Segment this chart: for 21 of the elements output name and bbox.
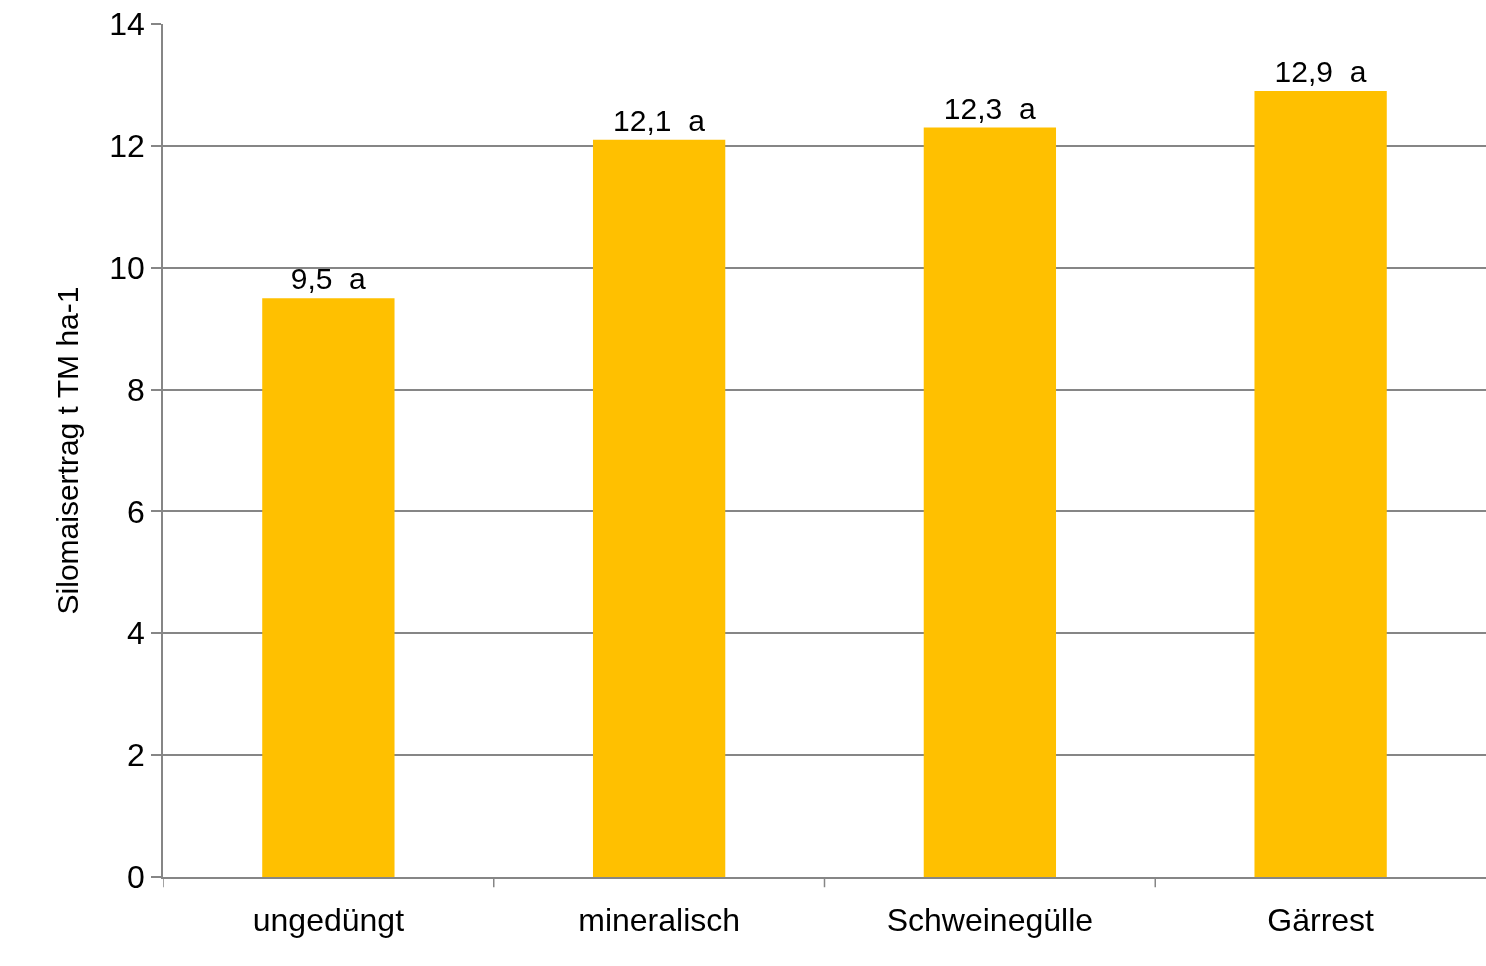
data-label: 12,1 a: [613, 103, 706, 137]
data-label: 12,3 a: [943, 91, 1036, 125]
y-tick-label: 6: [127, 493, 145, 530]
bar: [262, 298, 395, 877]
x-tick-label: ungedüngt: [252, 902, 405, 939]
bar: [923, 127, 1057, 877]
bar: [1254, 91, 1387, 877]
y-tick-label: 8: [127, 371, 145, 408]
y-tick-label: 4: [127, 615, 145, 652]
y-tick-label: 12: [109, 128, 145, 165]
x-tick-label: mineralisch: [578, 902, 741, 939]
y-axis-title: Silomaisertrag t TM ha-1: [50, 286, 84, 615]
bar: [592, 139, 726, 877]
y-tick-label: 14: [109, 6, 145, 43]
x-tick-label: Gärrest: [1267, 902, 1375, 939]
y-tick-label: 2: [127, 737, 145, 774]
x-tick-label: Schweinegülle: [886, 902, 1094, 939]
data-label: 12,9 a: [1274, 55, 1367, 89]
y-tick-label: 0: [127, 859, 145, 896]
y-tick-label: 10: [109, 249, 145, 286]
data-label: 9,5 a: [290, 262, 367, 296]
